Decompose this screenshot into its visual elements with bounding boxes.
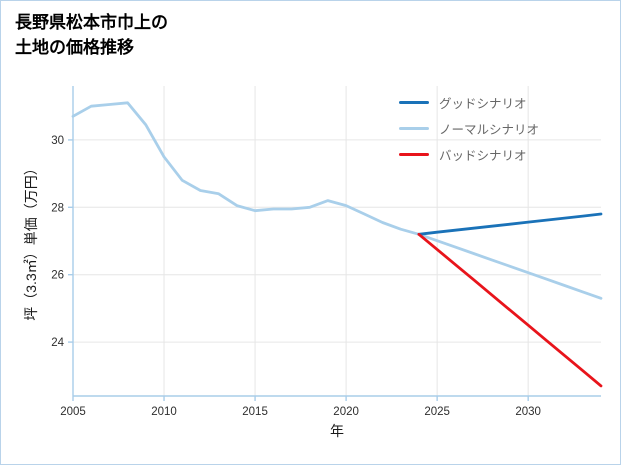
x-tick-label: 2005 xyxy=(60,406,86,418)
x-tick-label: 2010 xyxy=(151,406,177,418)
chart-title: 長野県松本市巾上の 土地の価格推移 xyxy=(15,11,168,60)
x-tick-label: 2015 xyxy=(242,406,268,418)
x-tick-label: 2020 xyxy=(333,406,359,418)
y-axis-label: 坪（3.3㎡）単価（万円） xyxy=(23,161,39,321)
chart-title-line2: 土地の価格推移 xyxy=(15,37,134,57)
legend-item-normal-scenario: ノーマルシナリオ xyxy=(399,115,539,141)
legend-swatch-bad-scenario xyxy=(399,152,429,156)
series-line-bad-scenario xyxy=(417,232,603,388)
legend-swatch-good-scenario xyxy=(399,100,429,104)
series-line-normal-scenario xyxy=(71,101,603,300)
x-tick-label: 2030 xyxy=(515,406,541,418)
chart-legend: グッドシナリオ ノーマルシナリオ バッドシナリオ xyxy=(399,89,539,167)
legend-label-bad-scenario: バッドシナリオ xyxy=(439,148,527,163)
legend-swatch-normal-scenario xyxy=(399,126,429,130)
x-tick-label: 2025 xyxy=(424,406,450,418)
chart-title-line1: 長野県松本市巾上の xyxy=(15,13,168,32)
legend-label-normal-scenario: ノーマルシナリオ xyxy=(439,122,540,137)
y-tick-label: 28 xyxy=(51,202,64,214)
legend-item-bad-scenario: バッドシナリオ xyxy=(399,141,539,167)
series-line-good-scenario xyxy=(417,212,603,236)
y-tick-label: 30 xyxy=(51,135,64,147)
legend-label-good-scenario: グッドシナリオ xyxy=(439,96,527,111)
y-tick-label: 26 xyxy=(51,270,64,282)
x-axis-label: 年 xyxy=(330,423,344,439)
legend-item-good-scenario: グッドシナリオ xyxy=(399,89,539,115)
y-tick-label: 24 xyxy=(51,337,64,349)
